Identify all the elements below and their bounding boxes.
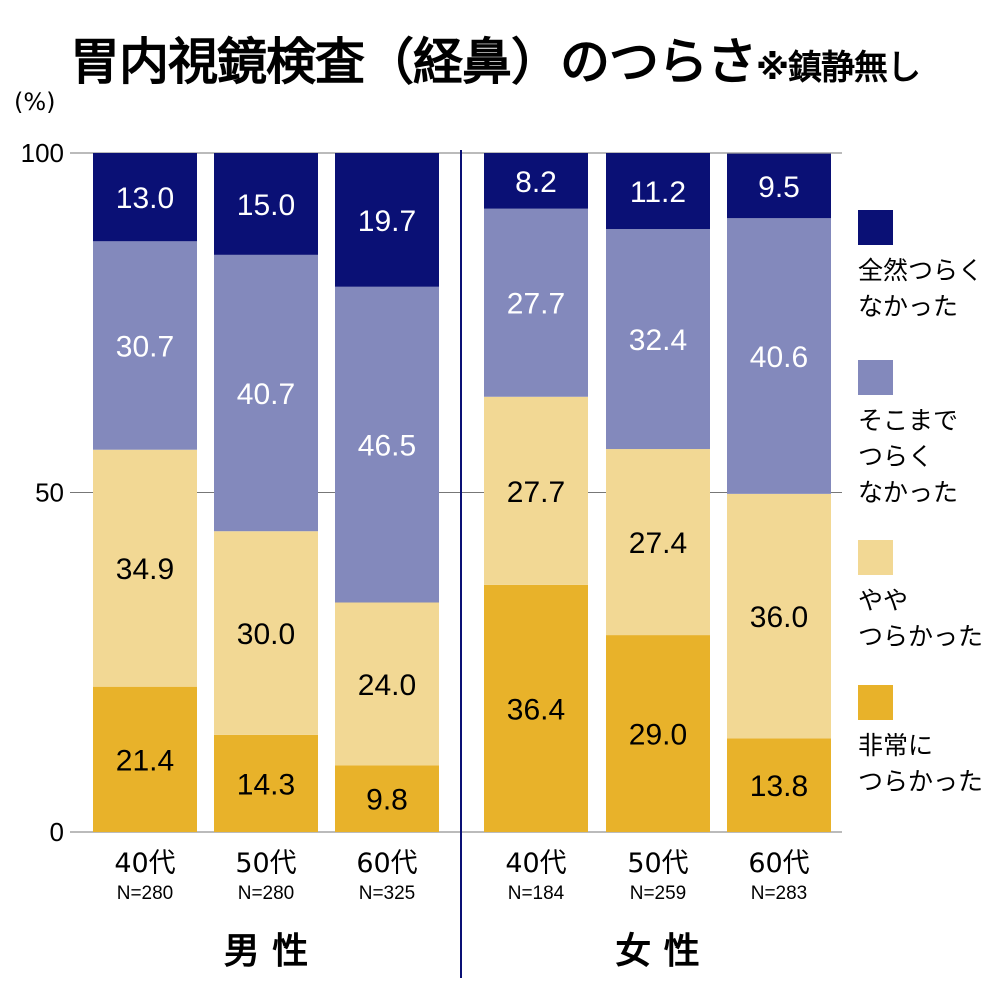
data-label: 8.2 [515, 166, 557, 199]
data-label: 40.7 [237, 378, 295, 411]
legend-label-line: なかった [858, 478, 959, 507]
legend-label: 非常に つらかった [858, 728, 998, 800]
y-axis-unit: (%) [14, 88, 56, 116]
legend-label-line: なかった [858, 292, 959, 321]
data-label: 27.7 [507, 476, 565, 509]
bar-segment [484, 396, 588, 585]
data-label: 19.7 [358, 205, 416, 238]
bar-segment [727, 738, 831, 832]
bar-segment [93, 449, 197, 687]
bar-segment [606, 153, 710, 230]
y-tick-label: 50 [35, 478, 64, 508]
title-text: 胃内視鏡検査（経鼻）のつらさ [70, 33, 757, 91]
bar-segment [484, 153, 588, 209]
legend-label-line: つらかった [858, 767, 984, 796]
legend-label: やや つらかった [858, 583, 998, 655]
legend-item: 全然つらく なかった [858, 210, 998, 325]
bar-segment [93, 241, 197, 450]
data-label: 30.7 [116, 330, 174, 363]
x-category-label: 60代 [356, 848, 417, 879]
bar-segment [214, 734, 318, 832]
sample-size-label: N=259 [630, 883, 687, 904]
legend-label-line: つらかった [858, 622, 984, 651]
sample-size-label: N=280 [117, 883, 174, 904]
bar-segment [335, 765, 439, 832]
data-label: 13.8 [750, 770, 808, 803]
y-tick-label: 0 [50, 817, 64, 847]
bar-segment [93, 686, 197, 832]
data-label: 13.0 [116, 182, 174, 215]
bar-segment [727, 493, 831, 739]
data-label: 9.5 [758, 171, 800, 204]
bar-segment [214, 531, 318, 735]
sample-size-label: N=325 [359, 883, 416, 904]
y-tick-label: 100 [21, 138, 64, 168]
data-label: 32.4 [629, 324, 687, 357]
x-category-label: 50代 [235, 848, 296, 879]
legend-label-line: 全然つらく [858, 256, 984, 285]
data-label: 36.4 [507, 693, 565, 726]
bar-segment [484, 584, 588, 832]
bar-segment [606, 449, 710, 636]
legend-swatch [858, 360, 893, 395]
legend-item: そこまでつらくなかった [858, 360, 998, 511]
bar-segment [335, 602, 439, 766]
bar-segment [335, 153, 439, 287]
sample-size-label: N=184 [508, 883, 565, 904]
data-label: 14.3 [237, 768, 295, 801]
legend-label-line: やや [858, 586, 909, 615]
data-label: 24.0 [358, 669, 416, 702]
x-category-label: 40代 [505, 848, 566, 879]
bar-segment [93, 153, 197, 242]
data-label: 40.6 [750, 341, 808, 374]
legend-item: やや つらかった [858, 540, 998, 655]
data-label: 29.0 [629, 719, 687, 752]
bar-segment [484, 208, 588, 397]
legend-label-line: そこまで [858, 406, 959, 435]
x-category-label: 60代 [748, 848, 809, 879]
subtitle-text: ※鎮静無し [756, 48, 921, 88]
bar-segment [606, 635, 710, 832]
chart-title: 胃内視鏡検査（経鼻）のつらさ※鎮静無し [70, 22, 921, 94]
legend-swatch [858, 210, 893, 245]
legend-swatch [858, 540, 893, 575]
bar-segment [727, 218, 831, 494]
legend-swatch [858, 685, 893, 720]
x-category-label: 40代 [114, 848, 175, 879]
x-category-label: 50代 [627, 848, 688, 879]
data-label: 34.9 [116, 553, 174, 586]
legend-label: そこまでつらくなかった [858, 403, 998, 511]
data-label: 30.0 [237, 618, 295, 651]
group-label: 男 性 [224, 931, 309, 972]
data-label: 21.4 [116, 744, 174, 777]
bar-segment [335, 286, 439, 603]
legend-label-line: つらく [858, 442, 934, 471]
group-label: 女 性 [615, 931, 700, 972]
legend-item: 非常に つらかった [858, 685, 998, 800]
bar-segment [214, 153, 318, 255]
legend-label-line: 非常に [858, 731, 934, 760]
sample-size-label: N=283 [751, 883, 808, 904]
data-label: 27.4 [629, 527, 687, 560]
data-label: 11.2 [630, 176, 686, 209]
bar-segment [606, 229, 710, 450]
sample-size-label: N=280 [238, 883, 295, 904]
data-label: 15.0 [237, 189, 295, 222]
data-label: 27.7 [507, 288, 565, 321]
data-label: 9.8 [366, 784, 408, 817]
bar-segment [727, 153, 831, 219]
bar-segment [214, 254, 318, 532]
data-label: 36.0 [750, 601, 808, 634]
legend-label: 全然つらく なかった [858, 253, 998, 325]
data-label: 46.5 [358, 430, 416, 463]
